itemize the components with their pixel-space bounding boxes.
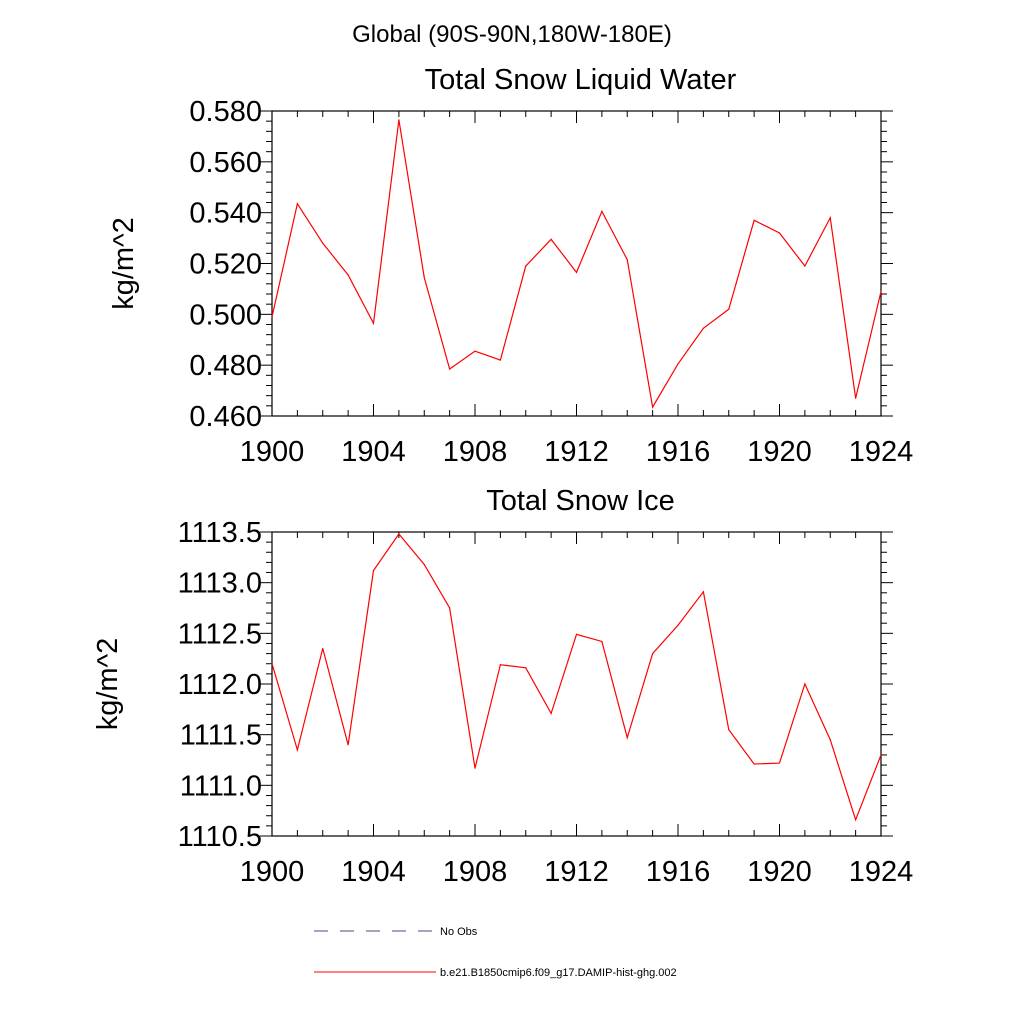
data-point [322,242,324,244]
data-point [804,683,806,685]
data-point [499,664,501,666]
data-point [525,667,527,669]
y-tick-label: 1111.0 [180,770,262,802]
data-point [449,607,451,609]
data-point [271,316,273,318]
data-point [550,238,552,240]
y-tick-label: 1110.5 [178,821,262,853]
y-axis-label: kg/m^2 [92,638,124,731]
y-tick-label: 1112.5 [178,618,262,650]
x-tick-label: 1900 [240,856,305,888]
series-line [271,119,882,409]
x-tick-label: 1924 [849,856,914,888]
data-point [474,350,476,352]
chart-panel-1: Total Snow Liquid Water 1900 1904 1908 1912 1… [108,64,913,468]
data-point [398,119,400,121]
data-point [296,203,298,205]
plot-frame [271,531,882,837]
figure-suptitle: Global (90S-90N,180W-180E) [352,21,672,48]
data-point [449,368,451,370]
y-tick-label: 0.460 [189,401,262,433]
data-point [626,737,628,739]
data-point [575,633,578,635]
data-point [296,749,298,751]
data-point [702,591,704,593]
data-point [880,754,882,756]
data-point [575,271,578,273]
data-point [550,712,552,714]
data-point [728,729,730,731]
legend: No Obs b.e21.B1850cmip6.f09_g17.DAMIP-his… [314,926,677,979]
data-point [423,563,425,566]
x-tick-label: 1904 [341,856,406,888]
x-tick-label: 1916 [646,436,711,468]
y-tick-label: 0.580 [189,96,262,128]
y-axis-label: kg/m^2 [108,217,140,310]
data-point [702,327,704,329]
chart-title: Total Snow Ice [486,485,675,517]
data-point [829,739,831,741]
x-tick-label: 1908 [443,436,508,468]
y-tick-label: 0.480 [189,350,262,382]
y-tick-label: 0.560 [189,147,262,179]
data-point [753,763,755,765]
x-tick-label: 1912 [544,856,609,888]
data-point [677,624,679,626]
data-point [601,640,603,643]
y-tick-label: 0.540 [189,198,262,230]
data-point [347,744,349,746]
x-tick-label: 1912 [544,436,609,468]
data-point [271,663,273,665]
data-point [474,767,476,769]
data-point [855,397,857,399]
data-point [778,762,781,764]
data-point [423,276,425,279]
data-point [525,265,527,267]
legend-label: No Obs [440,926,478,938]
x-tick-label: 1920 [747,436,812,468]
data-point [347,274,349,276]
data-point [372,569,375,572]
data-point [677,363,679,365]
series-line [271,533,882,822]
x-tick-label: 1908 [443,856,508,888]
y-tick-label: 1113.5 [178,517,262,549]
x-tick-label: 1904 [341,436,406,468]
data-point [601,210,603,212]
data-point [322,647,324,650]
x-tick-label: 1920 [747,856,812,888]
y-tick-label: 1111.5 [180,720,262,752]
y-tick-label: 0.520 [189,249,262,281]
x-tick-label: 1924 [849,436,914,468]
data-point [804,265,806,267]
plot-frame [271,110,882,417]
data-point [372,322,375,324]
data-point [753,219,755,221]
data-point [855,819,857,821]
data-point [728,308,730,310]
data-point [652,406,654,408]
data-point [499,359,501,361]
data-point [778,232,781,234]
chart-panel-2: Total Snow Ice 1900 1904 1908 1912 1916 1920 19… [92,485,913,888]
x-tick-label: 1900 [240,436,305,468]
chart-title: Total Snow Liquid Water [425,64,737,96]
y-tick-label: 0.500 [189,299,262,331]
legend-label: b.e21.B1850cmip6.f09_g17.DAMIP-hist-ghg.… [440,967,677,979]
data-point [398,533,400,535]
data-point [626,259,628,261]
data-point [829,217,831,219]
data-point [652,653,654,655]
y-tick-label: 1113.0 [178,568,262,600]
panels: Total Snow Liquid Water 1900 1904 1908 1912 1… [92,64,913,888]
y-tick-label: 1112.0 [178,669,262,701]
data-point [880,290,882,293]
x-tick-label: 1916 [646,856,711,888]
